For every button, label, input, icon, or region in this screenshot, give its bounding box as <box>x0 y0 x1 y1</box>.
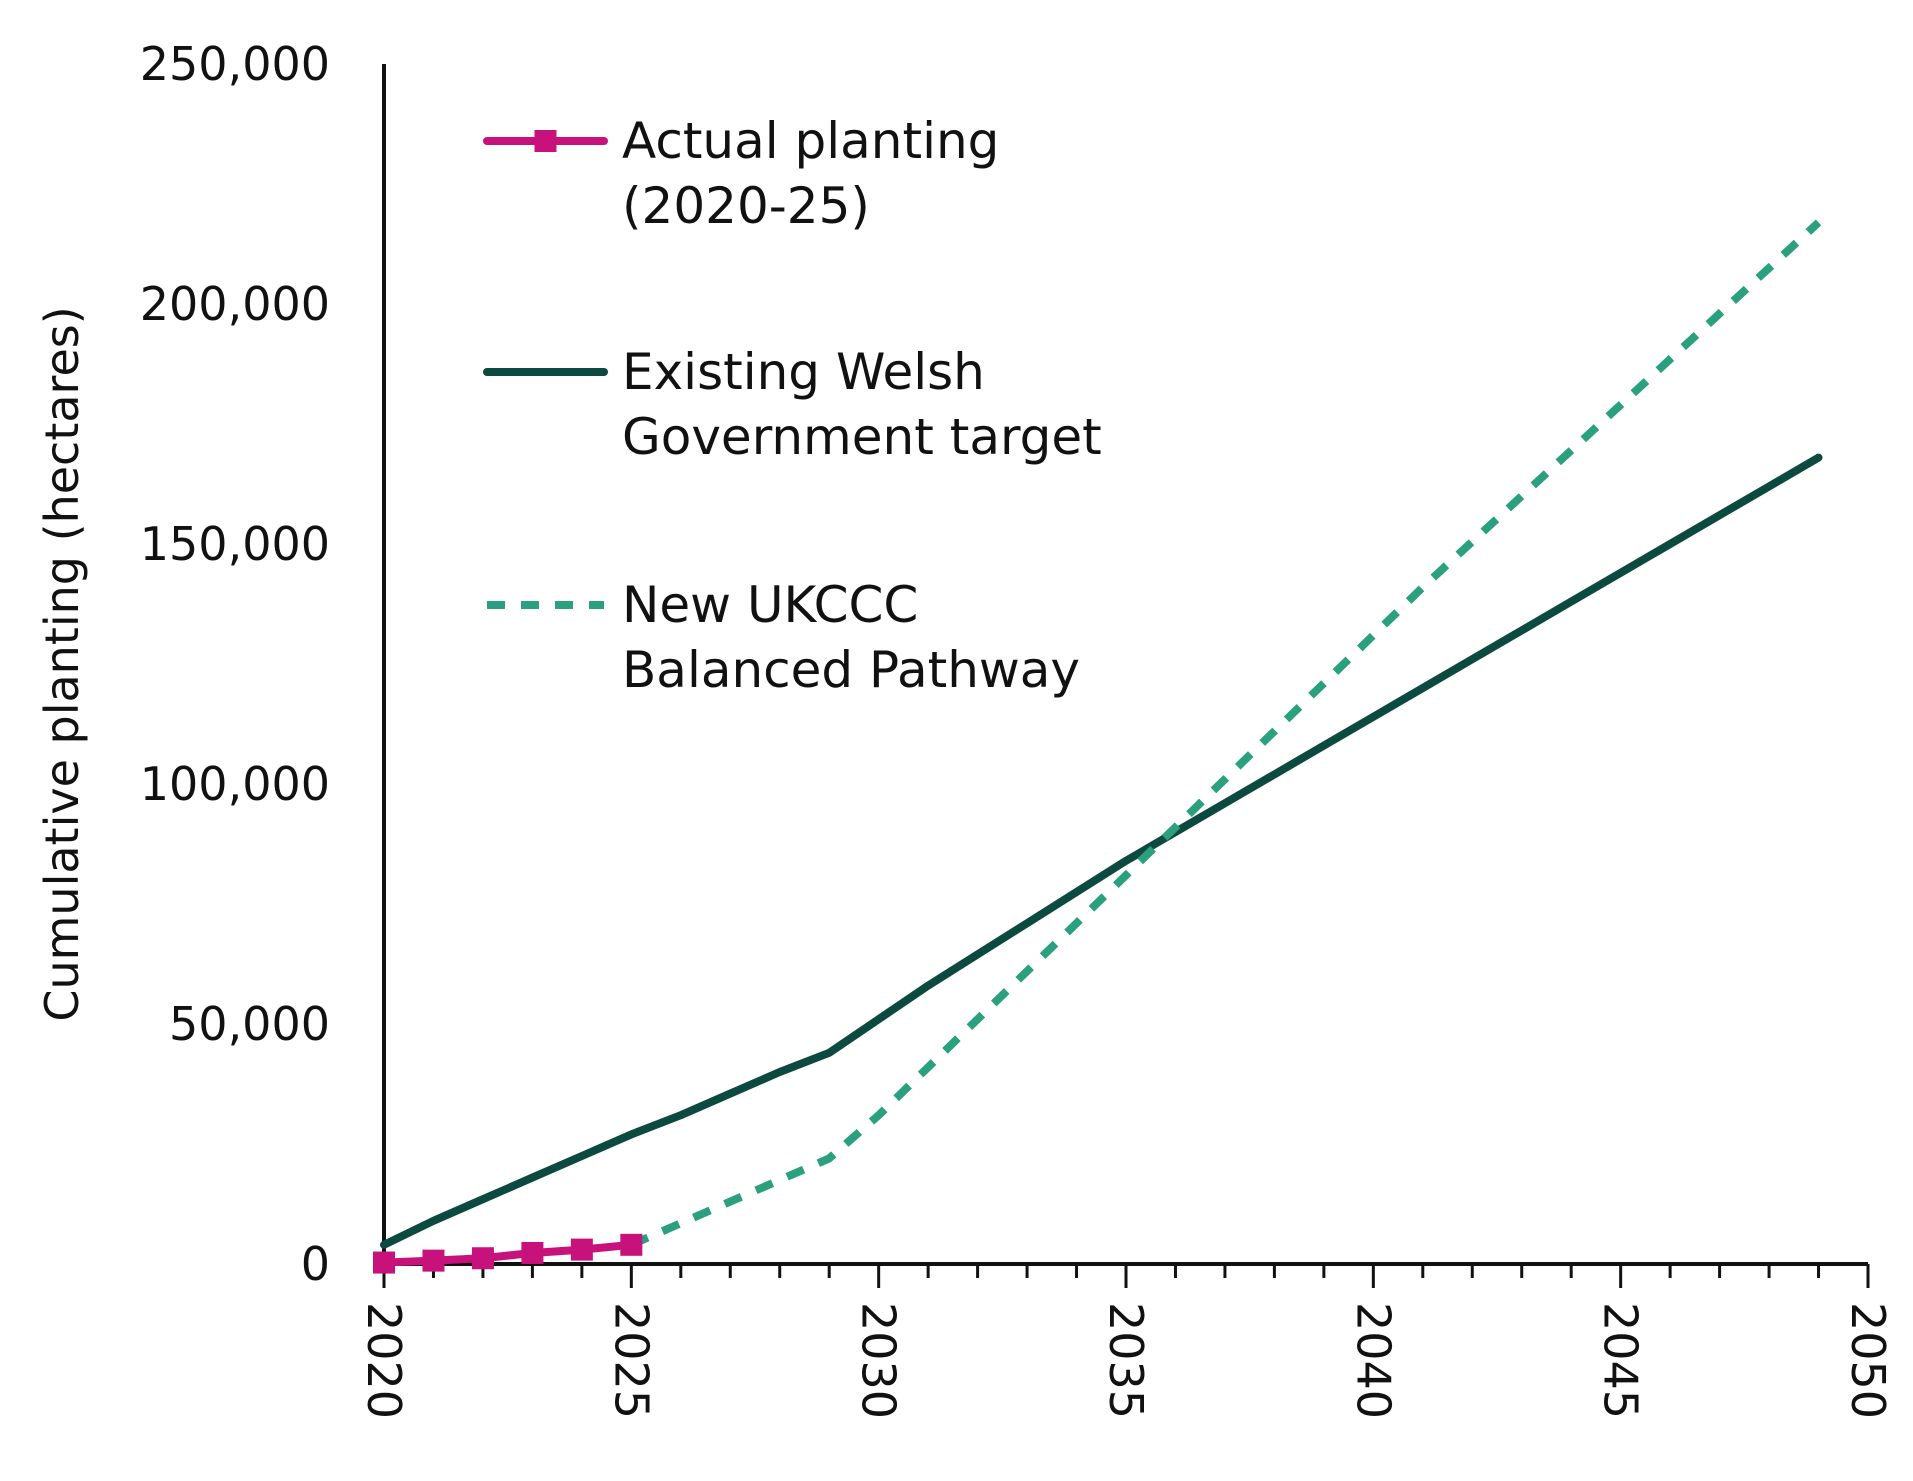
y-tick-label: 250,000 <box>140 37 330 91</box>
series-line <box>629 219 1822 1249</box>
y-tick-label: 0 <box>301 1237 330 1291</box>
x-tick-label: 2025 <box>604 1302 658 1419</box>
data-point-marker <box>620 1233 643 1256</box>
y-axis-title: Cumulative planting (hectares) <box>35 306 89 1021</box>
legend-item: New UKCCC Balanced Pathway <box>487 576 1080 699</box>
legend-marker <box>534 130 557 152</box>
series-existing-welsh-government-target <box>380 453 1823 1249</box>
data-point-marker <box>373 1251 395 1274</box>
series-new-ukccc-balanced-pathway <box>629 219 1822 1249</box>
axes <box>382 64 1870 1288</box>
series-line <box>380 453 1823 1249</box>
legend-item: Existing Welsh Government target <box>483 343 1102 466</box>
y-tick-label: 100,000 <box>140 757 330 811</box>
y-tick-label: 200,000 <box>140 277 330 331</box>
legend-label: New UKCCC <box>622 576 918 634</box>
data-point-marker <box>570 1238 593 1261</box>
legend-label: Actual planting <box>622 112 999 170</box>
x-tick-label: 2050 <box>1841 1302 1895 1419</box>
x-tick-labels: 2020 2025 2030 2035 2040 2045 2050 <box>357 1302 1895 1419</box>
legend-label: Balanced Pathway <box>622 641 1080 699</box>
legend-label: Government target <box>622 408 1102 466</box>
data-point-marker <box>521 1241 544 1264</box>
x-minor-ticks <box>382 1264 1870 1288</box>
x-tick-label: 2030 <box>852 1302 906 1419</box>
y-tick-label: 50,000 <box>169 997 330 1051</box>
y-tick-label: 150,000 <box>140 517 330 571</box>
legend-item: Actual planting (2020-25) <box>483 112 999 235</box>
data-point-marker <box>471 1247 494 1270</box>
legend: Actual planting (2020-25) Existing Welsh Go… <box>483 112 1102 699</box>
series-layer <box>373 219 1823 1274</box>
x-tick-label: 2020 <box>357 1302 411 1419</box>
legend-label: Existing Welsh <box>622 343 985 401</box>
y-tick-labels: 0 50,000 100,000 150,000 200,000 250,000 <box>140 37 330 1291</box>
x-tick-label: 2045 <box>1594 1302 1648 1419</box>
data-point-marker <box>422 1249 445 1272</box>
x-tick-label: 2040 <box>1346 1302 1400 1419</box>
legend-label: (2020-25) <box>622 177 870 235</box>
series-line <box>380 1240 636 1267</box>
x-tick-label: 2035 <box>1099 1302 1153 1419</box>
series-actual-planting-2020-25 <box>373 1233 643 1274</box>
